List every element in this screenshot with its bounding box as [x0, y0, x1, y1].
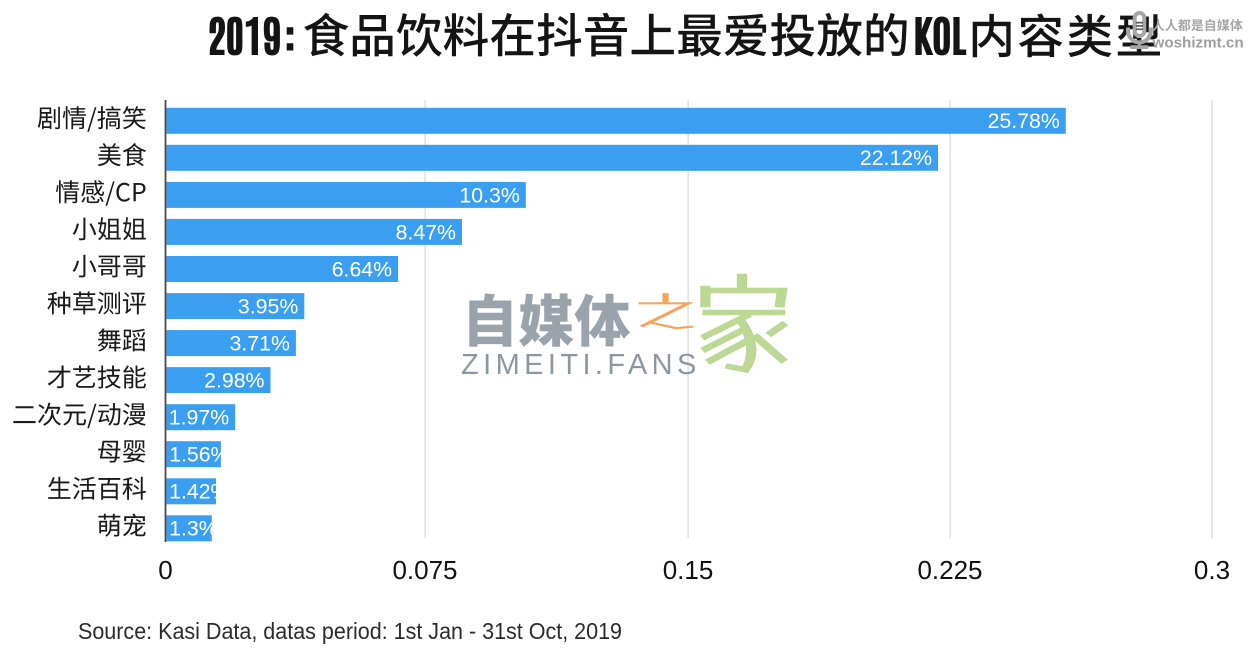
svg-text:8.47%: 8.47%	[396, 220, 456, 244]
svg-text:25.78%: 25.78%	[988, 109, 1060, 133]
svg-text:10.3%: 10.3%	[459, 183, 519, 207]
svg-text:0.15: 0.15	[663, 555, 714, 585]
svg-text:0.075: 0.075	[392, 555, 457, 585]
svg-text:22.12%: 22.12%	[860, 146, 932, 170]
svg-text:3.71%: 3.71%	[230, 332, 290, 356]
svg-text:Source: Kasi Data, datas perio: Source: Kasi Data, datas period: 1st Jan…	[78, 618, 622, 644]
svg-text:1.56%: 1.56%	[169, 443, 229, 467]
svg-text:ZIMEITI.FANS: ZIMEITI.FANS	[461, 349, 701, 381]
svg-text:0: 0	[158, 555, 172, 585]
svg-text:0.225: 0.225	[917, 555, 982, 585]
svg-text:1.97%: 1.97%	[169, 406, 229, 430]
svg-text:1.42%: 1.42%	[169, 480, 229, 504]
svg-text:0.3: 0.3	[1194, 555, 1230, 585]
svg-text:6.64%: 6.64%	[332, 257, 392, 281]
svg-text:woshizmt.cn: woshizmt.cn	[1152, 35, 1244, 52]
svg-text:3.95%: 3.95%	[238, 294, 298, 318]
svg-text:1.3%: 1.3%	[169, 517, 218, 541]
svg-text:2.98%: 2.98%	[204, 369, 264, 393]
